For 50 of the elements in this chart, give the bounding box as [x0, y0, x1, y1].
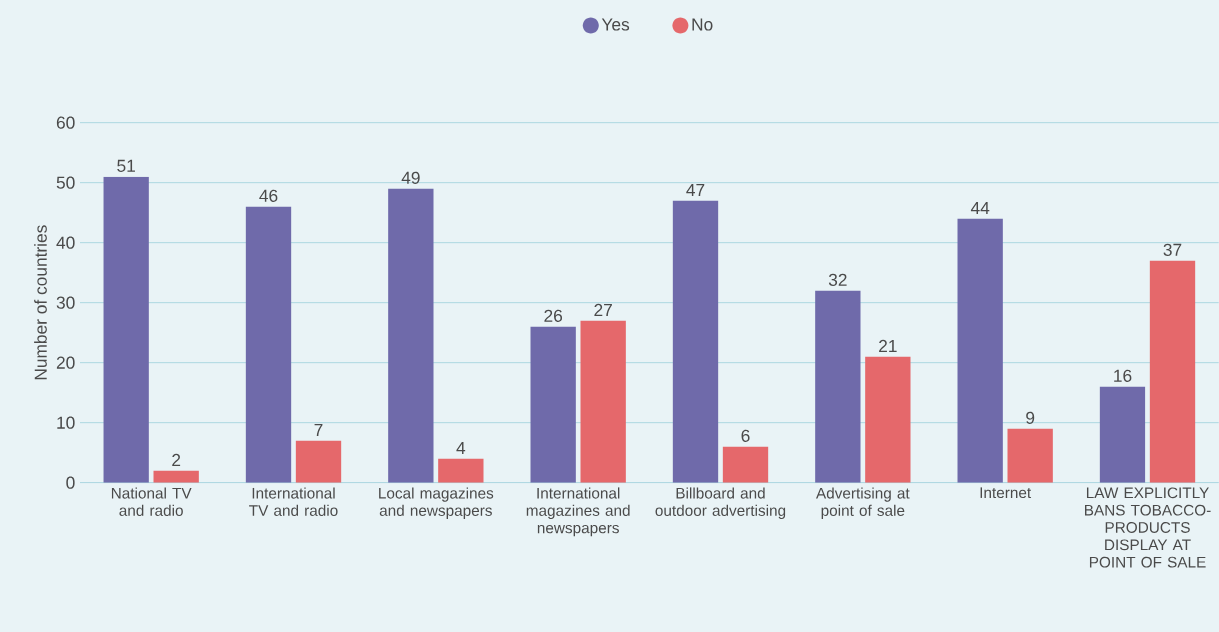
x-tick-label: International TV and radio	[249, 487, 338, 516]
y-tick-label: 10	[57, 416, 75, 429]
bar	[865, 356, 911, 483]
data-label: 27	[594, 303, 612, 316]
bar	[1099, 386, 1146, 483]
y-tick-label: 60	[56, 116, 75, 129]
data-label: 47	[686, 184, 705, 196]
bar	[580, 320, 626, 483]
data-label: 21	[879, 339, 897, 352]
bar	[1007, 428, 1053, 483]
y-tick-label: 50	[56, 176, 75, 189]
bar	[245, 206, 292, 483]
data-label: 16	[1114, 369, 1132, 382]
x-tick-label: LAW EXPLICITLY BANS TOBACCO-PRODUCTS DISPLAY AT POINT OF SALE	[1085, 487, 1211, 568]
bar	[295, 440, 342, 483]
x-tick-label: Advertising at point of sale	[815, 487, 910, 519]
bar	[957, 218, 1003, 483]
data-label: 4	[456, 442, 466, 454]
data-label: 9	[1026, 411, 1035, 424]
data-label: 49	[401, 171, 420, 184]
x-tick-label: International magazines and newspapers	[526, 487, 630, 537]
bar	[815, 290, 861, 483]
bar	[438, 458, 484, 483]
data-label: 26	[544, 309, 563, 322]
y-axis-title: Number of countries	[34, 225, 47, 380]
bar	[672, 200, 719, 483]
data-label: 7	[314, 424, 323, 436]
x-tick-label: National TV and radio	[111, 487, 192, 516]
bar	[530, 326, 576, 483]
bar	[722, 446, 769, 483]
data-label: 44	[970, 202, 990, 214]
x-tick-label: Local magazines and newspapers	[379, 487, 494, 519]
y-tick-label: 30	[56, 296, 75, 309]
y-tick-label: 0	[66, 476, 75, 489]
legend-label: No	[692, 18, 713, 31]
data-label: 37	[1163, 243, 1182, 256]
x-tick-label: Billboard and outdoor advertising	[655, 487, 786, 519]
data-label: 51	[117, 159, 135, 172]
legend-label: Yes	[601, 18, 630, 31]
y-tick-label: 20	[56, 356, 75, 369]
bar	[153, 470, 199, 483]
bar	[103, 176, 149, 483]
y-tick-label: 40	[56, 236, 75, 249]
data-label: 6	[741, 429, 750, 442]
data-label: 2	[172, 453, 181, 466]
bar	[388, 188, 434, 483]
data-label: 46	[259, 189, 278, 202]
x-tick-label: Internet	[980, 487, 1032, 499]
bar	[1149, 260, 1196, 483]
data-label: 32	[828, 273, 847, 286]
